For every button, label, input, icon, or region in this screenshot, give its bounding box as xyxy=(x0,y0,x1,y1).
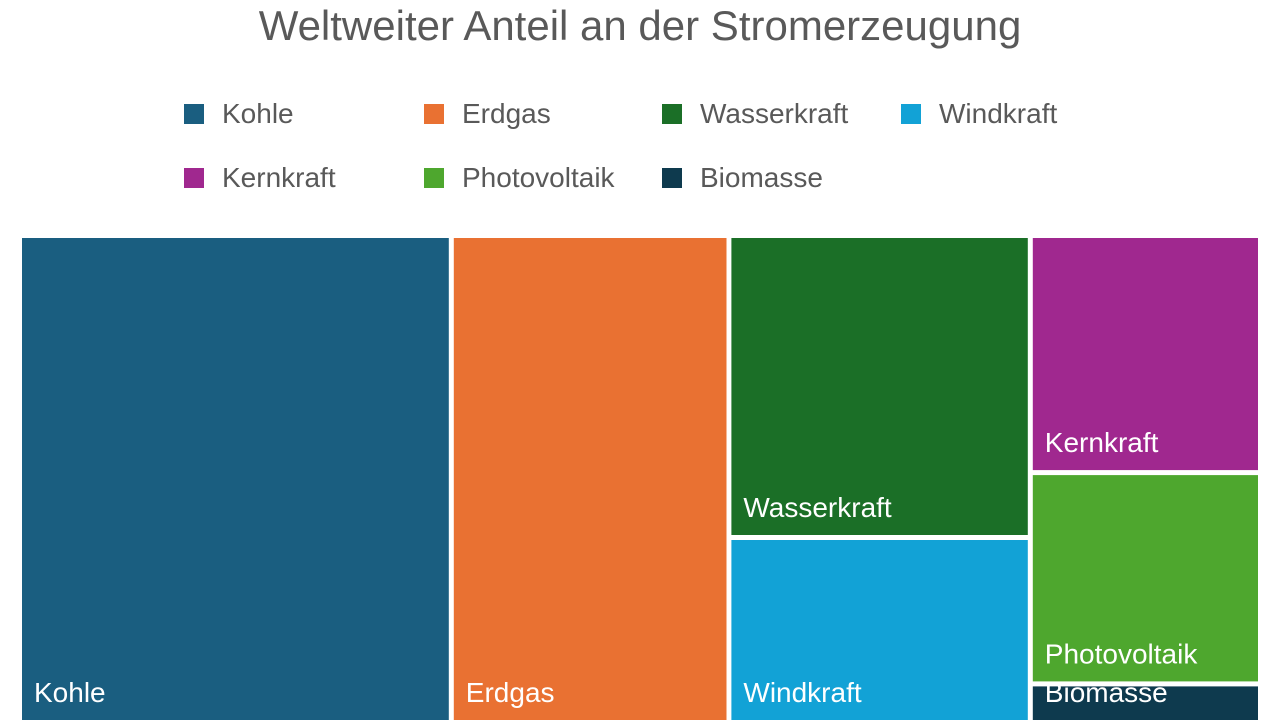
treemap-label-photovoltaik: Photovoltaik xyxy=(1045,638,1199,669)
legend-item-windkraft: Windkraft xyxy=(901,90,1057,138)
legend-swatch-wasserkraft xyxy=(662,104,682,124)
legend-swatch-kohle xyxy=(184,104,204,124)
legend-label-kernkraft: Kernkraft xyxy=(222,162,336,193)
legend-swatch-biomasse xyxy=(662,168,682,188)
legend-label-erdgas: Erdgas xyxy=(462,98,551,129)
chart-legend: Kohle Erdgas Wasserkraft Windkraft Kernk… xyxy=(184,90,1144,210)
legend-label-kohle: Kohle xyxy=(222,98,294,129)
treemap-label-wasserkraft: Wasserkraft xyxy=(743,492,892,523)
legend-label-wasserkraft: Wasserkraft xyxy=(700,98,849,129)
treemap-label-biomasse: Biomasse xyxy=(1045,677,1168,708)
legend-label-biomasse: Biomasse xyxy=(700,162,823,193)
treemap-label-kernkraft: Kernkraft xyxy=(1045,427,1159,458)
legend-item-photovoltaik: Photovoltaik xyxy=(424,154,615,202)
treemap-tile-biomasse xyxy=(1032,686,1258,720)
legend-swatch-kernkraft xyxy=(184,168,204,188)
legend-swatch-photovoltaik xyxy=(424,168,444,188)
legend-swatch-windkraft xyxy=(901,104,921,124)
treemap-label-erdgas: Erdgas xyxy=(466,677,555,708)
treemap-tile-kohle xyxy=(22,238,449,720)
treemap-tile-erdgas xyxy=(453,238,727,720)
legend-label-photovoltaik: Photovoltaik xyxy=(462,162,615,193)
treemap-tile-wasserkraft xyxy=(731,238,1028,535)
legend-item-biomasse: Biomasse xyxy=(662,154,823,202)
treemap-label-kohle: Kohle xyxy=(34,677,106,708)
legend-label-windkraft: Windkraft xyxy=(939,98,1058,129)
legend-item-kernkraft: Kernkraft xyxy=(184,154,336,202)
legend-item-erdgas: Erdgas xyxy=(424,90,551,138)
treemap-tile-windkraft xyxy=(731,540,1028,720)
legend-item-kohle: Kohle xyxy=(184,90,294,138)
legend-swatch-erdgas xyxy=(424,104,444,124)
treemap-tile-kernkraft xyxy=(1032,238,1258,471)
chart-title: Weltweiter Anteil an der Stromerzeugung xyxy=(258,2,1022,49)
legend-item-wasserkraft: Wasserkraft xyxy=(662,90,848,138)
treemap-tile-photovoltaik xyxy=(1032,475,1258,682)
treemap-label-windkraft: Windkraft xyxy=(743,677,861,708)
